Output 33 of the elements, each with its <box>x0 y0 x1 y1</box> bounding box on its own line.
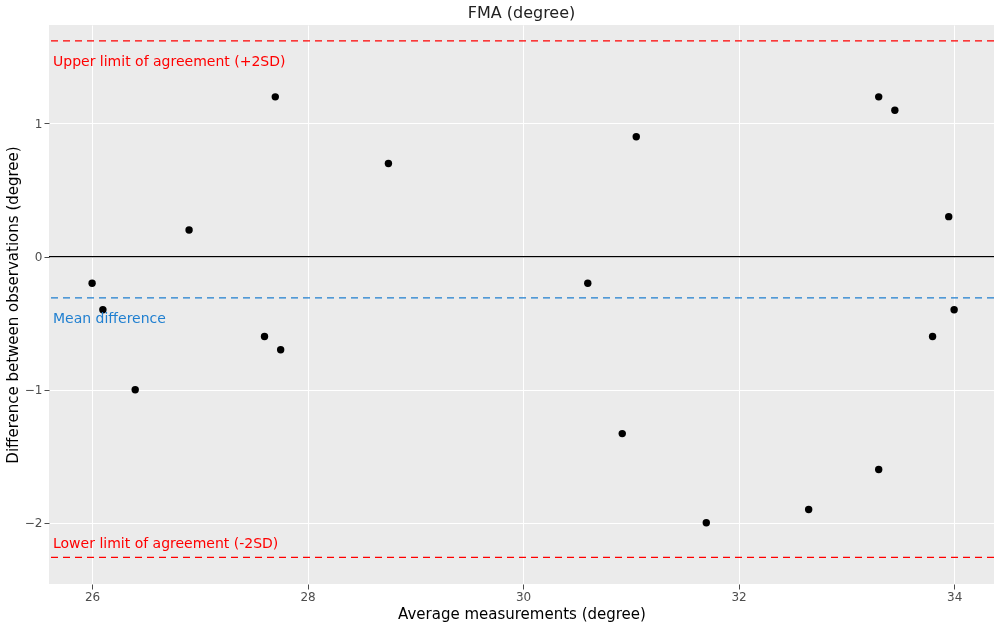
y-axis-title: Difference between observations (degree) <box>3 146 22 464</box>
chart-title: FMA (degree) <box>467 3 576 22</box>
y-tick-label: 1 <box>34 116 43 131</box>
x-tick-label: 34 <box>946 589 963 604</box>
x-tick-label: 32 <box>731 589 747 604</box>
y-tick-label: 0 <box>34 250 43 265</box>
point <box>131 385 139 394</box>
point <box>271 93 279 101</box>
x-axis-title: Average measurements (degree) <box>398 604 646 623</box>
point <box>928 332 937 341</box>
point <box>891 106 899 114</box>
x-tick-label: 30 <box>515 589 532 604</box>
ref-line-label: Lower limit of agreement (-2SD) <box>53 535 279 552</box>
ref-line-label: Upper limit of agreement (+2SD) <box>53 52 286 69</box>
point <box>584 279 592 287</box>
point <box>276 346 285 354</box>
x-tick-label: 28 <box>300 589 316 604</box>
point <box>384 159 393 168</box>
point <box>945 212 953 221</box>
y-tick-label: −2 <box>24 516 43 531</box>
point <box>804 505 813 514</box>
ref-line-label: Mean difference <box>53 309 166 326</box>
point <box>875 93 883 101</box>
point <box>702 519 711 527</box>
point <box>260 332 269 341</box>
point <box>185 226 193 234</box>
point <box>618 429 626 438</box>
point <box>88 279 96 287</box>
point <box>875 465 883 474</box>
point <box>950 306 958 314</box>
y-tick-label: −1 <box>24 383 43 398</box>
point <box>632 133 640 141</box>
x-tick-label: 26 <box>84 589 101 604</box>
